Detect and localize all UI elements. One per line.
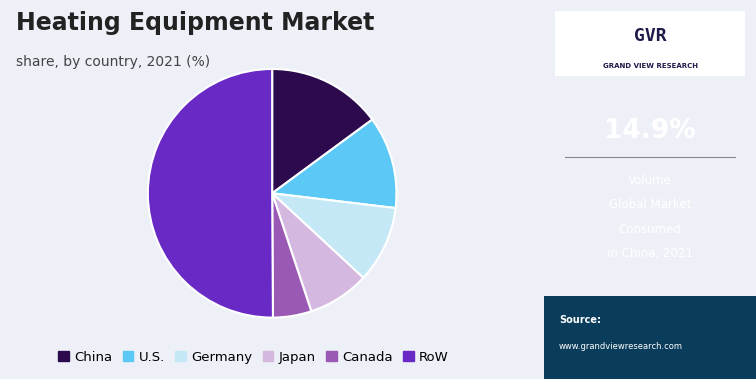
Text: Global Market: Global Market — [609, 198, 691, 211]
Text: Consumed: Consumed — [618, 223, 682, 236]
Text: GVR: GVR — [634, 27, 667, 45]
Wedge shape — [272, 193, 395, 278]
Wedge shape — [272, 120, 396, 208]
Wedge shape — [272, 69, 372, 193]
Text: www.grandviewresearch.com: www.grandviewresearch.com — [559, 342, 683, 351]
Text: in China, 2021: in China, 2021 — [607, 247, 693, 260]
Text: GRAND VIEW RESEARCH: GRAND VIEW RESEARCH — [603, 63, 698, 69]
Wedge shape — [148, 69, 273, 318]
Bar — [555, 11, 745, 76]
Text: Volume: Volume — [628, 174, 672, 186]
Wedge shape — [272, 193, 311, 318]
Bar — [544, 296, 756, 379]
Legend: China, U.S., Germany, Japan, Canada, RoW: China, U.S., Germany, Japan, Canada, RoW — [58, 351, 449, 364]
Wedge shape — [272, 193, 364, 311]
Text: Heating Equipment Market: Heating Equipment Market — [17, 11, 375, 35]
Text: share, by country, 2021 (%): share, by country, 2021 (%) — [17, 55, 210, 69]
Text: Source:: Source: — [559, 315, 601, 325]
Text: 14.9%: 14.9% — [604, 118, 696, 144]
